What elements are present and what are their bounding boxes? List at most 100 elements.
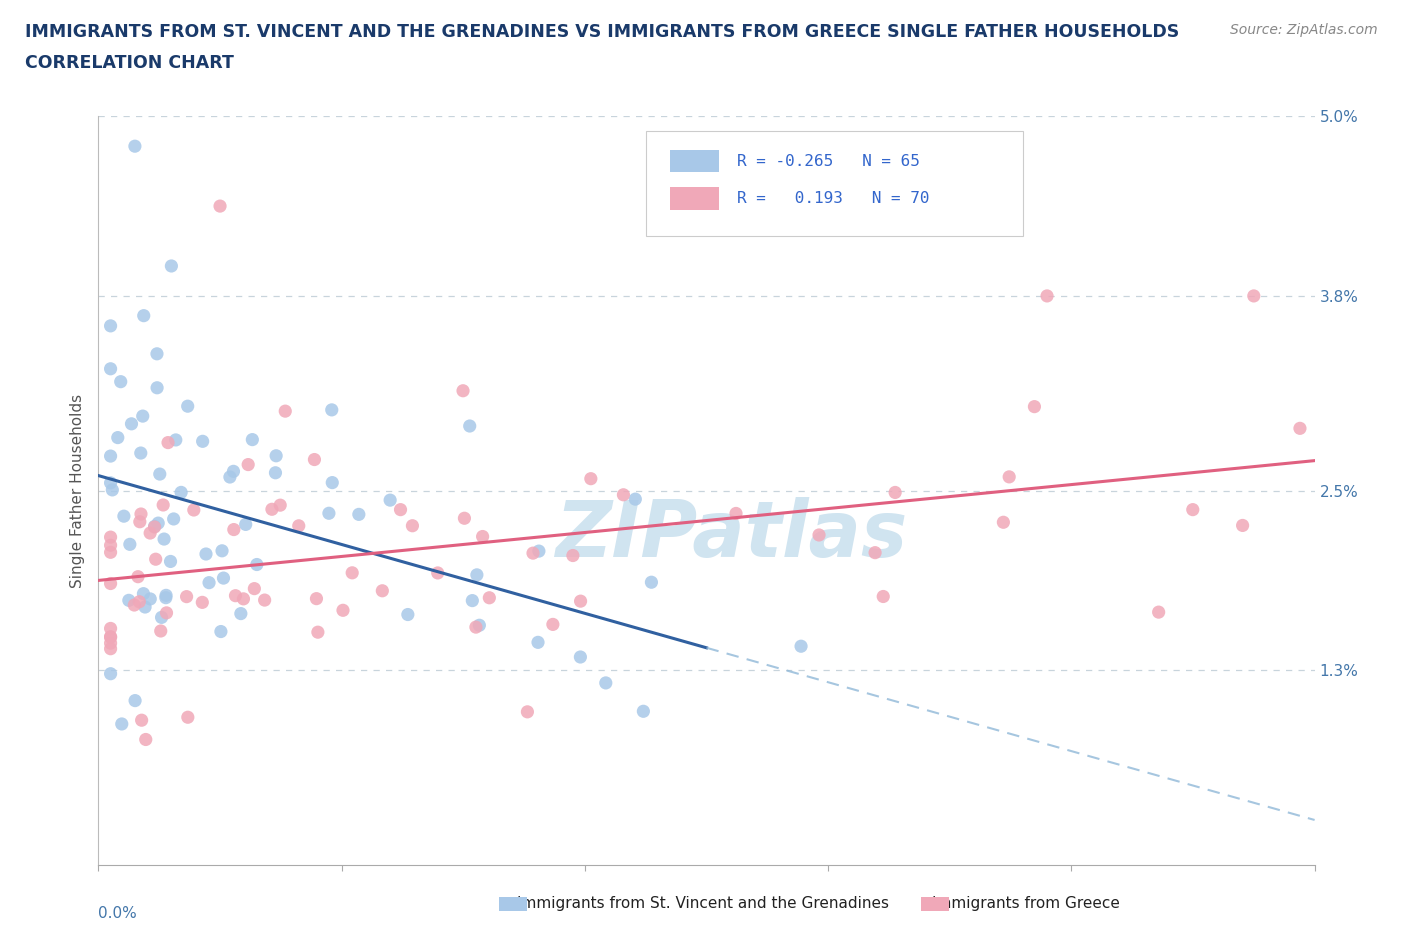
- Point: [612, 487, 634, 502]
- Point: [143, 519, 166, 534]
- Point: [165, 432, 187, 447]
- Point: [595, 675, 617, 690]
- Point: [100, 630, 122, 644]
- Point: [132, 586, 155, 601]
- Point: [724, 506, 747, 521]
- Point: [100, 530, 122, 545]
- Point: [100, 538, 122, 552]
- Point: [340, 565, 363, 580]
- Point: [287, 518, 309, 533]
- Text: IMMIGRANTS FROM ST. VINCENT AND THE GRENADINES VS IMMIGRANTS FROM GREECE SINGLE : IMMIGRANTS FROM ST. VINCENT AND THE GREN…: [25, 23, 1180, 41]
- Point: [304, 452, 326, 467]
- Point: [149, 467, 172, 482]
- Point: [318, 506, 340, 521]
- Point: [112, 509, 135, 524]
- Point: [389, 502, 412, 517]
- Point: [134, 600, 156, 615]
- Text: R = -0.265   N = 65: R = -0.265 N = 65: [737, 153, 920, 168]
- Point: [150, 610, 173, 625]
- Point: [640, 575, 662, 590]
- Point: [307, 625, 329, 640]
- Point: [478, 591, 501, 605]
- Point: [195, 547, 218, 562]
- Point: [157, 435, 180, 450]
- Point: [100, 642, 122, 657]
- Point: [464, 619, 486, 634]
- Point: [516, 704, 538, 719]
- Point: [100, 545, 122, 560]
- Point: [100, 475, 122, 490]
- Point: [1289, 421, 1312, 436]
- Point: [527, 544, 550, 559]
- Point: [100, 576, 122, 591]
- Text: Source: ZipAtlas.com: Source: ZipAtlas.com: [1230, 23, 1378, 37]
- Point: [212, 571, 235, 586]
- Point: [396, 607, 419, 622]
- FancyBboxPatch shape: [645, 131, 1022, 236]
- Point: [149, 623, 172, 638]
- Text: ZIPatlas: ZIPatlas: [555, 498, 907, 574]
- Point: [222, 522, 245, 537]
- Point: [111, 716, 134, 731]
- Point: [121, 417, 143, 432]
- Point: [426, 565, 449, 580]
- Point: [124, 693, 146, 708]
- Point: [177, 399, 200, 414]
- Point: [527, 635, 550, 650]
- Point: [100, 318, 122, 333]
- Point: [347, 507, 370, 522]
- Point: [401, 518, 423, 533]
- Point: [229, 606, 252, 621]
- Point: [240, 432, 263, 447]
- Point: [371, 583, 394, 598]
- Point: [148, 515, 170, 530]
- Point: [132, 308, 155, 323]
- Point: [183, 502, 205, 517]
- Text: Immigrants from St. Vincent and the Grenadines: Immigrants from St. Vincent and the Gren…: [517, 897, 889, 911]
- Point: [155, 605, 177, 620]
- Point: [124, 139, 146, 153]
- Point: [522, 546, 544, 561]
- Point: [624, 492, 647, 507]
- Point: [155, 591, 177, 605]
- Point: [1232, 518, 1254, 533]
- Point: [1147, 604, 1170, 619]
- Point: [561, 548, 583, 563]
- Point: [209, 624, 232, 639]
- Point: [128, 594, 150, 609]
- Point: [176, 590, 198, 604]
- Point: [160, 259, 183, 273]
- Point: [1181, 502, 1204, 517]
- Point: [260, 502, 283, 517]
- Point: [461, 593, 484, 608]
- Point: [378, 493, 401, 508]
- Point: [146, 380, 169, 395]
- Point: [100, 362, 122, 377]
- Point: [124, 598, 146, 613]
- Point: [235, 517, 257, 532]
- Point: [152, 498, 174, 512]
- Point: [100, 630, 122, 644]
- Text: 0.0%: 0.0%: [98, 906, 138, 921]
- Point: [264, 448, 287, 463]
- Point: [110, 374, 132, 389]
- Bar: [671, 150, 718, 172]
- Point: [579, 472, 602, 486]
- Bar: [671, 187, 718, 210]
- Point: [139, 525, 162, 540]
- Point: [884, 485, 907, 500]
- Point: [238, 458, 260, 472]
- Point: [305, 591, 328, 606]
- Text: Immigrants from Greece: Immigrants from Greece: [932, 897, 1121, 911]
- Point: [998, 470, 1021, 485]
- Point: [451, 383, 474, 398]
- Point: [1024, 399, 1046, 414]
- Point: [209, 199, 232, 214]
- Point: [132, 408, 155, 423]
- Y-axis label: Single Father Households: Single Father Households: [70, 393, 86, 588]
- Point: [100, 666, 122, 681]
- Point: [177, 710, 200, 724]
- Point: [633, 704, 655, 719]
- Point: [170, 485, 193, 499]
- Point: [993, 515, 1015, 530]
